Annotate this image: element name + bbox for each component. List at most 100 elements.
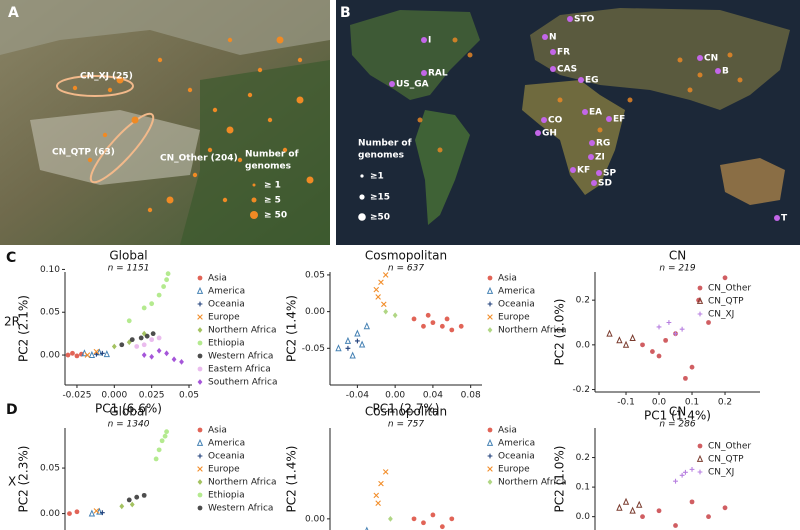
- row-label: X: [8, 475, 16, 489]
- site-dot: [452, 37, 458, 43]
- continent: [522, 80, 625, 195]
- region-outline: [56, 75, 134, 97]
- legend-marker: [197, 379, 203, 385]
- site-dot: [102, 132, 108, 138]
- site-dot: [257, 67, 263, 73]
- legend-label: Northern Africa: [498, 326, 566, 336]
- y-tick-label: 0.0: [576, 340, 591, 350]
- point: [430, 320, 436, 326]
- legend-marker: [197, 327, 203, 333]
- legend-label: Oceania: [208, 452, 245, 462]
- point: [636, 500, 643, 508]
- point: [93, 351, 99, 357]
- point: [67, 511, 72, 516]
- site-label: SP: [603, 169, 616, 179]
- point: [375, 500, 381, 506]
- legend-title: Number of: [358, 139, 412, 149]
- site-dot: [567, 16, 573, 22]
- point: [656, 324, 662, 330]
- site-dot: [774, 215, 780, 221]
- y-axis-label: PC2 (2.3%): [17, 446, 31, 513]
- y-tick-label: 0.2: [576, 453, 590, 463]
- x-tick-label: 0.04: [423, 391, 443, 401]
- continent: [530, 8, 790, 110]
- panel-label: B: [340, 5, 351, 21]
- point: [673, 523, 678, 528]
- legend-dot: [252, 183, 256, 187]
- point: [141, 305, 147, 311]
- site-dot: [570, 167, 576, 173]
- chart-title: Cosmopolitan: [365, 249, 447, 263]
- site-dot: [597, 127, 603, 133]
- y-tick-label: 0.2: [576, 296, 590, 306]
- site-dot: [227, 37, 233, 43]
- site-label: RG: [596, 139, 610, 149]
- terrain: [180, 60, 330, 245]
- point: [421, 323, 426, 329]
- legend-dot: [250, 211, 258, 219]
- site-label: RAL: [428, 69, 448, 79]
- site-label: EF: [613, 115, 625, 125]
- legend-label: Oceania: [498, 452, 535, 462]
- legend-item: ≥50: [370, 213, 390, 223]
- y-tick-label: 0.05: [40, 308, 60, 318]
- x-axis-label: PC1 (6.6%): [95, 402, 162, 416]
- x-tick-label: -0.025: [62, 391, 91, 401]
- site-dot: [166, 196, 174, 204]
- site-dot: [296, 96, 304, 104]
- point: [144, 333, 150, 339]
- point: [375, 294, 381, 300]
- point: [65, 352, 71, 358]
- point: [70, 350, 75, 356]
- site-label: EA: [589, 108, 602, 118]
- site-dot: [627, 97, 633, 103]
- chart-title: Cosmopolitan: [365, 405, 447, 419]
- legend-label: Oceania: [498, 300, 535, 310]
- continent: [720, 158, 785, 205]
- legend-marker: [197, 366, 203, 372]
- legend-label: Northern Africa: [208, 326, 276, 336]
- site-dot: [437, 147, 443, 153]
- site-label: I: [428, 36, 431, 46]
- legend-item: ≥ 1: [264, 181, 281, 191]
- point: [74, 509, 80, 515]
- chart-subtitle: n = 637: [388, 264, 424, 274]
- legend-marker: [197, 340, 203, 346]
- point: [706, 514, 711, 520]
- legend-label: Europe: [208, 465, 240, 475]
- site-label: GH: [542, 129, 557, 139]
- site-dot: [389, 81, 395, 87]
- terrain: [0, 0, 330, 55]
- legend-label: Southern Africa: [208, 378, 277, 388]
- legend-label: Europe: [498, 465, 530, 475]
- point: [354, 329, 361, 337]
- legend-label: Northern Africa: [208, 478, 276, 488]
- legend-marker: [487, 301, 493, 307]
- point: [383, 308, 389, 315]
- site-label: CAS: [557, 65, 577, 75]
- point: [156, 335, 162, 341]
- legend-label: Asia: [208, 274, 227, 284]
- y-axis-label: PC2 (2.1%): [17, 295, 31, 362]
- legend-marker: [696, 296, 704, 304]
- site-dot: [222, 197, 228, 203]
- point: [171, 356, 177, 363]
- site-dot: [535, 130, 541, 136]
- legend-marker: [197, 479, 203, 485]
- site-dot: [550, 66, 556, 72]
- point: [344, 336, 352, 344]
- site-dot: [582, 109, 588, 115]
- site-label: EG: [585, 76, 599, 86]
- site-dot: [157, 57, 163, 63]
- site-dot: [237, 157, 243, 163]
- site-label: FR: [557, 48, 570, 58]
- point: [345, 345, 351, 351]
- point: [679, 472, 685, 478]
- y-tick-label: -0.2: [572, 385, 590, 395]
- legend-marker: [197, 275, 203, 281]
- point: [141, 330, 147, 337]
- legend-label: CN_QTP: [708, 297, 744, 307]
- point: [111, 343, 117, 350]
- legend-label: Asia: [498, 426, 517, 436]
